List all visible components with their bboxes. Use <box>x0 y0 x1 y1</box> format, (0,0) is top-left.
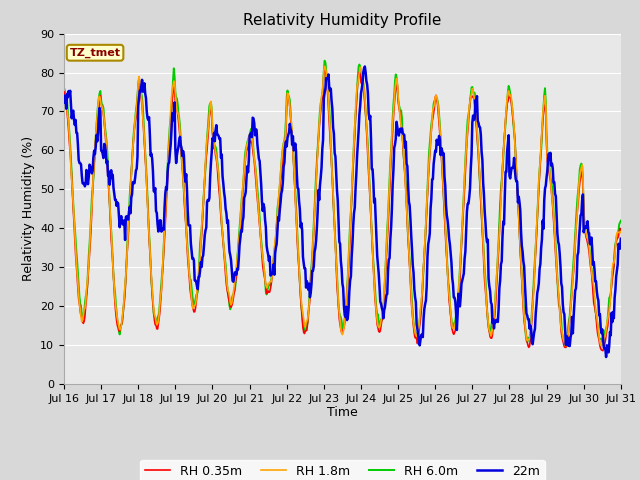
Text: TZ_tmet: TZ_tmet <box>70 48 120 58</box>
X-axis label: Time: Time <box>327 407 358 420</box>
Title: Relativity Humidity Profile: Relativity Humidity Profile <box>243 13 442 28</box>
Legend: RH 0.35m, RH 1.8m, RH 6.0m, 22m: RH 0.35m, RH 1.8m, RH 6.0m, 22m <box>140 460 545 480</box>
Y-axis label: Relativity Humidity (%): Relativity Humidity (%) <box>22 136 35 281</box>
